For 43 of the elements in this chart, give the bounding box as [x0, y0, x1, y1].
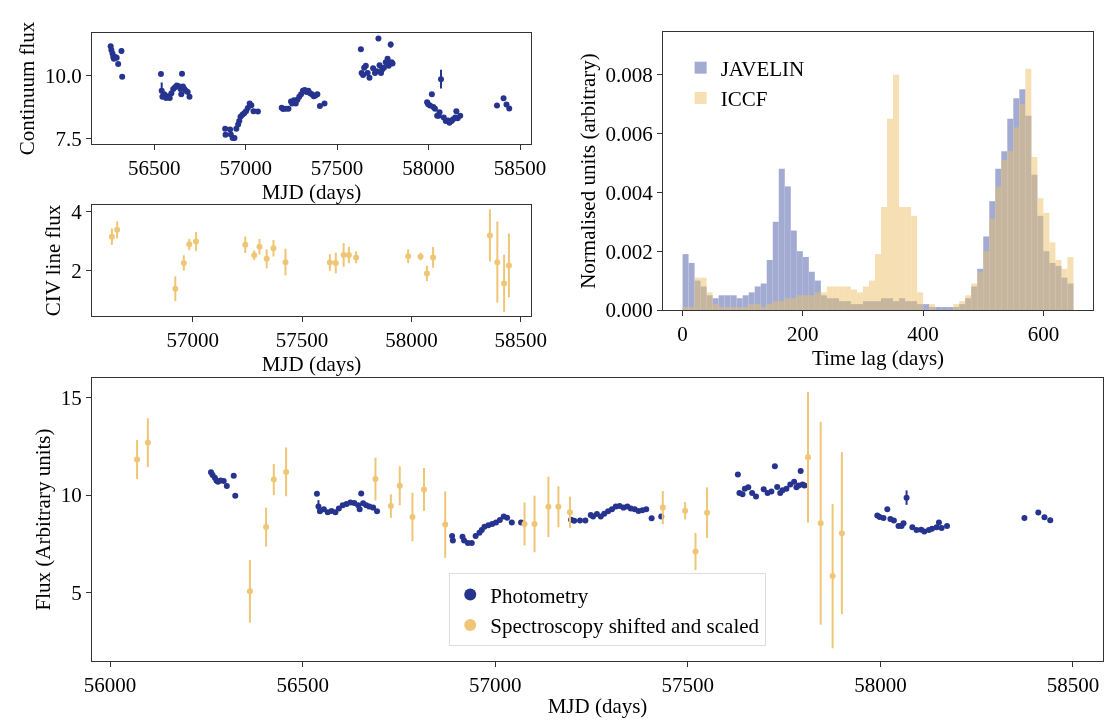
legend-label: Spectroscopy shifted and scaled	[490, 614, 760, 639]
x-tick-label: 57000	[468, 673, 522, 698]
x-tick-label: 56500	[276, 673, 329, 698]
y-tick-label: 4	[71, 199, 83, 224]
y-axis-title: Normalised units (arbitrary)	[575, 53, 600, 289]
y-tick-label: 15	[60, 385, 82, 410]
y-tick-label: 0.002	[605, 239, 653, 264]
x-tick-label: 57000	[166, 328, 220, 353]
legend-label: Photometry	[490, 583, 589, 608]
x-tick-label: 0	[677, 322, 688, 347]
legend-label: JAVELIN	[720, 56, 805, 81]
x-axis-title: MJD (days)	[261, 180, 362, 205]
x-tick-label: 58000	[385, 328, 438, 353]
x-tick-label: 600	[1027, 322, 1060, 347]
y-tick-label: 0.008	[605, 63, 653, 88]
y-tick-label: 2	[71, 258, 82, 283]
y-tick-label: 7.5	[55, 127, 82, 152]
x-tick-label: 58500	[493, 156, 547, 181]
x-tick-label: 56500	[127, 156, 181, 181]
y-tick-label: 0.000	[605, 298, 653, 323]
x-tick-label: 57500	[310, 156, 364, 181]
y-axis-title: Flux (Arbitrary units)	[30, 428, 55, 611]
legend-label: ICCF	[720, 87, 768, 112]
x-tick-label: 58500	[494, 328, 547, 353]
y-tick-label: 0.006	[605, 121, 653, 146]
x-tick-label: 200	[787, 322, 819, 347]
x-tick-label: 58000	[402, 156, 455, 181]
x-tick-label: 57500	[275, 328, 329, 353]
x-tick-label: 58500	[1046, 673, 1100, 698]
x-tick-label: 58000	[854, 673, 907, 698]
x-axis-title: Time lag (days)	[811, 346, 945, 371]
y-axis-title: Continuum flux	[15, 21, 40, 156]
y-tick-label: 5	[71, 581, 82, 606]
y-tick-label: 10.0	[45, 64, 82, 89]
x-tick-label: 57000	[219, 156, 272, 181]
y-axis-title: CIV line flux	[41, 204, 66, 317]
x-axis-title: MJD (days)	[547, 694, 648, 719]
y-tick-label: 0.004	[605, 180, 654, 205]
x-tick-label: 56000	[83, 673, 137, 698]
x-tick-label: 57500	[661, 673, 715, 698]
y-tick-label: 10	[60, 483, 82, 508]
x-tick-label: 400	[907, 322, 939, 347]
x-axis-title: MJD (days)	[261, 352, 362, 377]
